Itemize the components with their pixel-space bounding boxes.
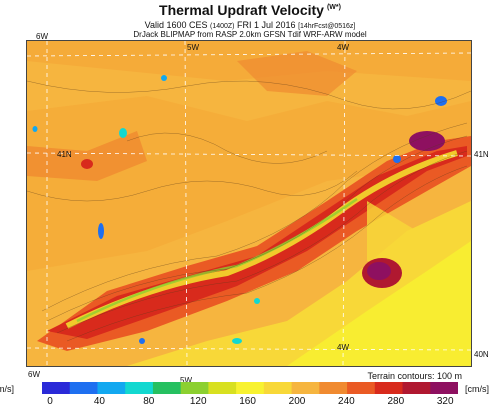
legend-tick-label: 240 [338,396,355,407]
lon-label-5w-bottom: 5W [180,376,192,385]
forecast-map[interactable]: 5W 4W 41N 4W [26,40,472,367]
lat-label-41n-right: 41N [474,150,489,159]
legend-swatch [263,382,293,394]
valid-prefix: Valid 1600 CES [144,20,208,30]
lon-label-6w-top: 6W [36,32,48,41]
valid-line: Valid 1600 CES (1400Z) FRI 1 Jul 2016 [1… [0,20,500,32]
legend-swatch [236,382,265,394]
unit-label-left: [cm/s] [0,384,14,394]
legend-swatch [125,382,154,394]
legend-tick-label: 280 [387,396,405,407]
legend-tick-label: 200 [288,396,306,407]
legend-swatch [152,382,182,394]
legend-swatch [42,382,71,394]
legend-tick-label: 320 [436,396,454,407]
lat-label-41n-left: 41N [57,150,72,159]
legend-tick-label: 80 [143,396,155,407]
legend-swatch [347,382,376,394]
legend-swatch [291,382,320,394]
lon-label-6w-bottom: 6W [28,370,40,379]
legend-swatch [180,382,209,394]
legend-swatch [374,382,404,394]
lat-label-40n-right: 40N [474,350,489,359]
legend-swatch [430,382,458,394]
map-title: Thermal Updraft Velocity (W*) [0,2,500,18]
lon-label-4w-top: 4W [337,43,349,52]
valid-local-time: (1400Z) [210,23,235,30]
valid-forecast: [14hrFcst@0516z] [298,23,356,30]
legend-ticks: 0 40 80 120 160 200 240 280 320 [42,396,458,410]
source-line: DrJack BLIPMAP from RASP 2.0km GFSN Tdif… [133,30,367,39]
legend-bar [42,382,458,394]
legend-swatch [69,382,98,394]
color-legend [42,382,458,394]
legend-swatch [208,382,237,394]
lon-label-5w-top: 5W [187,43,199,52]
legend-tick-label: 40 [93,396,105,407]
legend-swatch [402,382,431,394]
map-field [27,41,471,366]
lon-label-4w-bottom: 4W [337,343,349,352]
legend-tick-label: 120 [189,396,207,407]
terrain-contours-note: Terrain contours: 100 m [367,371,462,381]
unit-label-right: [cm/s] [465,384,489,394]
valid-date: FRI 1 Jul 2016 [237,20,296,30]
legend-swatch [319,382,348,394]
legend-swatch [97,382,126,394]
title-unit: (W*) [326,4,341,12]
legend-tick-label: 160 [239,396,256,407]
legend-tick-label: 0 [47,396,53,407]
title-text: Thermal Updraft Velocity [159,2,324,18]
